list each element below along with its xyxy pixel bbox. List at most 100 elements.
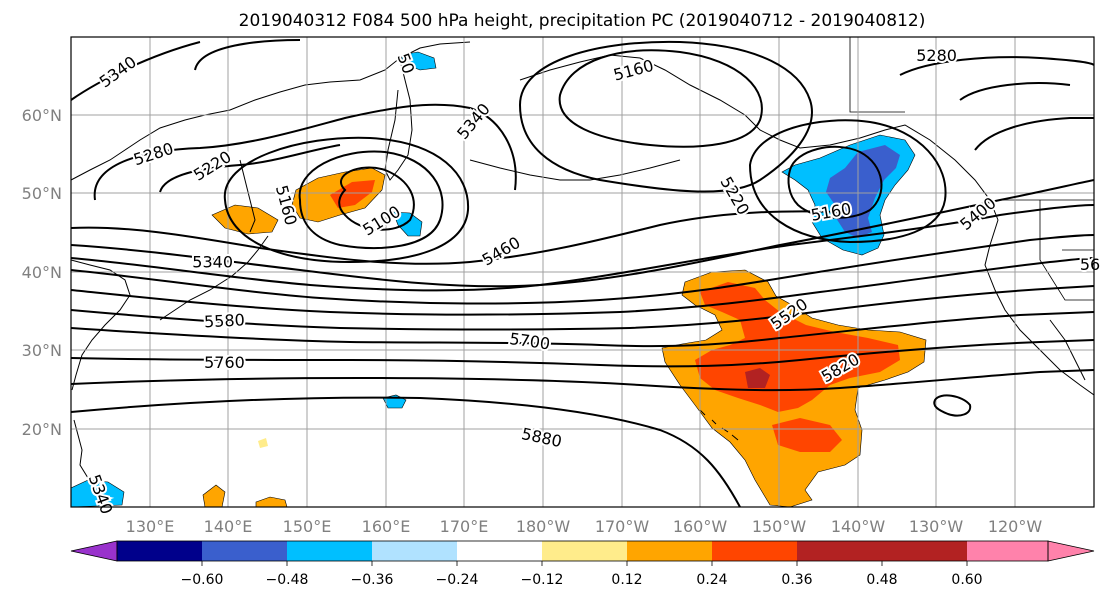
colorbar-ticks <box>201 561 968 566</box>
contour-ring-low-inner <box>338 166 415 231</box>
x-tick-170e: 170°E <box>440 517 489 536</box>
precip-yellow-fringe <box>258 438 268 448</box>
x-tick-170w: 170°W <box>595 517 650 536</box>
colorbar: −0.60 −0.48 −0.36 −0.24 −0.12 0.12 0.24 … <box>70 540 1095 588</box>
colorbar-label-2: −0.48 <box>266 572 309 588</box>
precip-positive-core-central-pacific <box>695 282 900 412</box>
contour-zonal-5460 <box>71 204 1094 292</box>
coastlines <box>71 41 1094 479</box>
colorbar-outline <box>116 540 1049 562</box>
border-canada-alaska <box>849 37 905 113</box>
x-tick-140e: 140°E <box>204 517 253 536</box>
colorbar-extend-low <box>70 540 118 562</box>
colorbar-bin-5 <box>457 541 542 561</box>
contour-ring-alaska-2 <box>748 119 947 244</box>
x-tick-140w: 140°W <box>831 517 886 536</box>
coast-na-west <box>984 219 1094 396</box>
contour-zonal-5760 <box>71 339 1094 368</box>
contour-ring-low-3 <box>223 136 470 264</box>
contour-zonal-5400 <box>71 179 1094 288</box>
y-axis-labels: 20°N 30°N 40°N 50°N 60°N <box>22 106 62 439</box>
precip-positive-region-small-south <box>202 484 226 507</box>
colorbar-bin-10 <box>882 541 967 561</box>
coast-korea-china <box>71 259 131 391</box>
contour-label-7: 5760 <box>204 353 245 372</box>
map-title: 2019040312 F084 500 hPa height, precipit… <box>239 11 926 31</box>
contour-label-6: 5580 <box>204 310 246 331</box>
border-states-1 <box>1039 200 1094 301</box>
map-border <box>70 36 1095 508</box>
colorbar-bin-11 <box>967 541 1048 561</box>
coast-aleutians <box>469 159 681 181</box>
contour-top-right-3 <box>974 117 1094 151</box>
colorbar-label-6: 0.12 <box>611 572 642 588</box>
contour-ring-low-5280 <box>93 103 517 201</box>
x-tick-130e: 130°E <box>126 517 175 536</box>
contour-label-17: 5280 <box>916 46 957 65</box>
contour-ring-alaska-inner <box>787 145 883 219</box>
precip-positive-core-japan <box>330 180 375 208</box>
precip-negative-region-kuril <box>392 211 423 237</box>
colorbar-extend-high <box>1047 540 1095 562</box>
coast-japan <box>159 235 269 321</box>
colorbar-bin-9 <box>797 541 882 561</box>
gridlines <box>71 37 1094 507</box>
colorbar-label-10: 0.60 <box>951 572 982 588</box>
colorbar-bin-3 <box>287 541 372 561</box>
x-tick-160w: 160°W <box>673 517 728 536</box>
x-tick-160e: 160°E <box>362 517 411 536</box>
colorbar-label-5: −0.12 <box>521 572 564 588</box>
precip-negative-region-kamchatka <box>399 51 437 71</box>
x-tick-150w: 150°W <box>752 517 807 536</box>
precip-dark-core-central-pacific <box>745 368 770 388</box>
contour-zonal-5820 <box>71 369 1094 392</box>
contour-zonal-5640 <box>71 285 1094 331</box>
precip-negative-core-gulf-alaska <box>826 145 900 238</box>
precip-negative-region-southwest <box>71 479 125 507</box>
x-tick-180w: 180°W <box>516 517 571 536</box>
contour-top-right-2 <box>959 82 1071 101</box>
contour-label-19: 56 <box>1080 255 1100 274</box>
precip-positive-lobe-south <box>772 418 842 452</box>
contour-top-right-5280 <box>899 56 1094 76</box>
contour-ring-low-5220 <box>159 144 341 193</box>
colorbar-label-8: 0.36 <box>781 572 812 588</box>
coast-taiwan-phil <box>73 419 89 479</box>
contour-zonal-5880 <box>71 396 741 507</box>
contour-zonal-5340 <box>71 210 841 265</box>
contour-top-left-5340 <box>71 41 201 101</box>
contour-small-high <box>933 394 972 417</box>
y-tick-60n: 60°N <box>22 106 62 125</box>
y-tick-30n: 30°N <box>22 341 62 360</box>
colorbar-bin-1 <box>117 541 202 561</box>
coast-alaska <box>519 54 999 221</box>
y-tick-50n: 50°N <box>22 184 62 203</box>
y-tick-20n: 20°N <box>22 420 62 439</box>
contour-zonal-5700 <box>71 311 1094 348</box>
contour-ring-north-5160 <box>558 49 763 148</box>
colorbar-bin-7 <box>627 541 712 561</box>
colorbar-label-9: 0.48 <box>866 572 897 588</box>
contour-top-left-5400 <box>194 39 301 71</box>
contour-label-5: 5340 <box>192 253 233 272</box>
coast-hawaii <box>699 409 739 441</box>
colorbar-bin-2 <box>202 541 287 561</box>
contour-ring-north-5220 <box>518 40 813 193</box>
coast-asia <box>71 41 471 181</box>
borders <box>849 37 1094 301</box>
colorbar-label-3: −0.36 <box>351 572 394 588</box>
y-tick-40n: 40°N <box>22 263 62 282</box>
contour-zonal-5520 <box>71 234 1094 305</box>
x-tick-130w: 130°W <box>909 517 964 536</box>
contour-ring-low-2 <box>298 150 444 250</box>
x-tick-150e: 150°E <box>283 517 332 536</box>
precip-positive-region-small-south2 <box>255 496 288 507</box>
colorbar-label-7: 0.24 <box>696 572 727 588</box>
colorbar-bin-8 <box>712 541 797 561</box>
coast-sakhalin <box>239 159 256 233</box>
height-contours <box>71 39 1094 507</box>
colorbar-label-1: −0.60 <box>181 572 224 588</box>
contour-zonal-5580 <box>71 257 1094 316</box>
